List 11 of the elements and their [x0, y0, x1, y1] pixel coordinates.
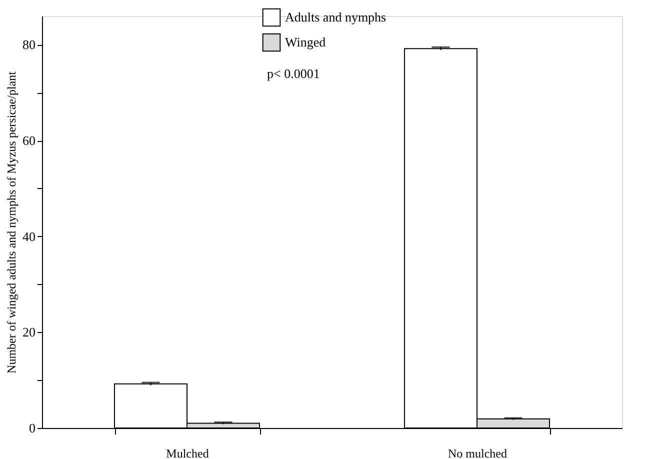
annotation: p< 0.0001 — [267, 66, 320, 81]
x-tick-label: Mulched — [166, 446, 209, 459]
y-tick-label: 40 — [22, 228, 36, 244]
y-tick-label: 60 — [22, 133, 36, 148]
y-axis-title: Number of winged adults and nymphs of Myzus persicae/plant — [4, 70, 18, 374]
y-tick-label: 20 — [22, 324, 36, 340]
y-tick-label: 0 — [29, 420, 36, 436]
x-tick-label: No mulched — [448, 446, 507, 459]
legend-label: Winged — [285, 34, 326, 50]
y-tick-label: 80 — [22, 37, 36, 52]
legend-label: Adults and nymphs — [285, 10, 386, 24]
